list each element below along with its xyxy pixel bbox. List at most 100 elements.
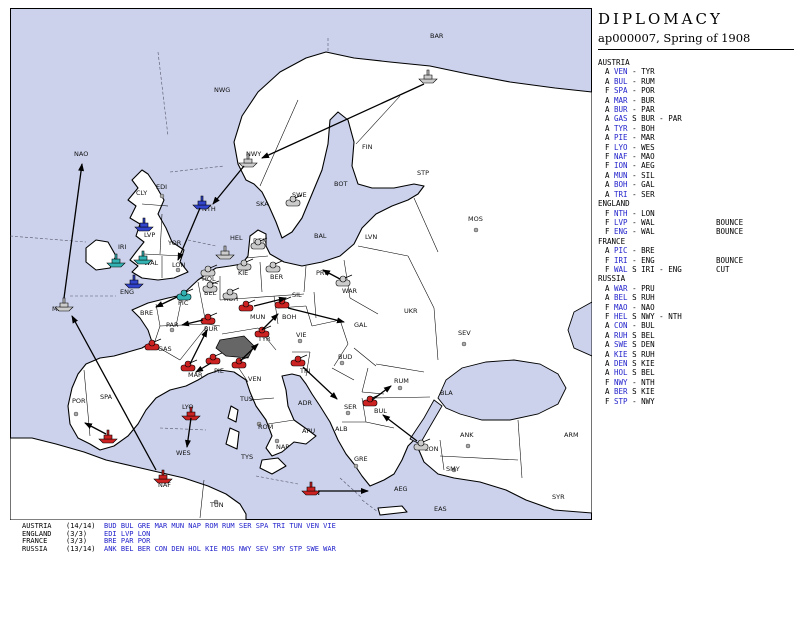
order-origin-link[interactable]: GAS: [614, 114, 628, 124]
province-label-gas: GAS: [158, 345, 172, 353]
province-border: [267, 419, 295, 425]
move-arrow: [261, 313, 279, 331]
province-border: [245, 255, 269, 259]
province-label-sil: SIL: [292, 291, 302, 299]
order-text: A PIC - BRE: [605, 246, 655, 256]
supply-center-dot: [473, 227, 479, 233]
province-label-por: POR: [72, 397, 86, 405]
order-line: A MUN - SIL: [598, 171, 798, 180]
province-border: [197, 281, 207, 325]
order-origin-link[interactable]: KIE: [614, 349, 628, 359]
province-label-tys: TYS: [240, 453, 253, 461]
order-origin-link[interactable]: STP: [614, 396, 628, 406]
order-origin-link[interactable]: PIE: [614, 133, 628, 143]
province-label-par: PAR: [166, 321, 179, 329]
order-origin-link[interactable]: ION: [614, 161, 628, 171]
order-origin-link[interactable]: CON: [614, 321, 628, 331]
order-text: A BUL - RUM: [605, 76, 655, 86]
order-origin-link[interactable]: HEL: [614, 311, 628, 321]
order-origin-link[interactable]: SWE: [614, 340, 628, 350]
order-origin-link[interactable]: WAR: [614, 283, 628, 293]
order-line: F NAF - MAO: [598, 152, 798, 161]
order-origin-link[interactable]: WAL: [614, 264, 628, 274]
province-border: [143, 253, 183, 257]
province-label-kie: KIE: [238, 269, 248, 277]
ownership-power: FRANCE: [22, 537, 48, 546]
order-line: A WAR - PRU: [598, 284, 798, 293]
order-text: A MAR - BUR: [605, 95, 655, 105]
army-austria-gas: [144, 338, 162, 351]
province-border: [205, 323, 221, 327]
order-origin-link[interactable]: IRI: [614, 255, 628, 265]
ownership-centers[interactable]: ANK BEL BER CON DEN HOL KIE MOS NWY SEV …: [104, 544, 336, 553]
ownership-centers[interactable]: BUD BUL GRE MAR MUN NAP ROM RUM SER SPA …: [104, 522, 336, 530]
province-label-edi: EDI: [156, 183, 167, 191]
province-label-adr: ADR: [298, 399, 312, 407]
order-origin-link[interactable]: NWY: [614, 377, 628, 387]
order-origin-link[interactable]: TRI: [614, 189, 628, 199]
landmass: [10, 437, 247, 520]
order-origin-link[interactable]: MUN: [614, 170, 628, 180]
order-origin-link[interactable]: LVP: [614, 217, 628, 227]
order-origin-link[interactable]: SPA: [614, 86, 628, 96]
province-label-eas: EAS: [434, 505, 447, 513]
fleet-england-eng: [124, 274, 144, 289]
order-line: A PIE - MAR: [598, 133, 798, 142]
sea-border: [159, 427, 207, 431]
order-origin-link[interactable]: DEN: [614, 359, 628, 368]
province-label-bot: BOT: [334, 180, 347, 188]
province-border: [155, 303, 161, 327]
inland-sea: [437, 359, 567, 421]
order-origin-link[interactable]: ENG: [614, 227, 628, 237]
ownership-centers[interactable]: EDI LVP LON: [104, 529, 151, 538]
order-result-note: CUT: [716, 264, 730, 274]
ownership-centers[interactable]: BRE PAR POR: [104, 537, 151, 546]
province-label-smy: SMY: [446, 465, 460, 473]
ownership-power: ENGLAND: [22, 529, 52, 538]
province-border: [353, 347, 377, 367]
order-origin-link[interactable]: PIC: [614, 246, 628, 256]
order-line: F LYO - WES: [598, 143, 798, 152]
order-line: F IRI - ENG BOUNCE: [598, 256, 798, 265]
order-text: A BER S KIE: [605, 387, 655, 397]
supply-center-dot: [175, 267, 181, 273]
landmass: [225, 427, 240, 450]
province-label-aeg: AEG: [394, 485, 408, 493]
order-line: A GAS S BUR - PAR: [598, 114, 798, 123]
order-line: F WAL S IRI - ENG CUT: [598, 265, 798, 274]
order-line: A BEL S RUH: [598, 293, 798, 302]
order-origin-link[interactable]: VEN: [614, 67, 628, 77]
province-label-bul: BUL: [374, 407, 387, 415]
order-origin-link[interactable]: HOL: [614, 368, 628, 378]
move-arrow: [155, 296, 178, 308]
move-arrow: [239, 343, 259, 362]
order-origin-link[interactable]: MAO: [614, 302, 628, 312]
order-origin-link[interactable]: BUR: [614, 105, 628, 115]
move-arrow: [302, 366, 338, 400]
province-label-vie: VIE: [296, 331, 306, 339]
province-label-stp: STP: [417, 169, 429, 177]
order-origin-link[interactable]: BUL: [614, 76, 628, 86]
order-text: A RUH S BEL: [605, 330, 655, 340]
order-origin-link[interactable]: BER: [614, 387, 628, 397]
ownership-panel: AUSTRIA (14/14) BUD BUL GRE MAR MUN NAP RO…: [22, 522, 582, 553]
move-arrow: [212, 165, 245, 205]
order-origin-link[interactable]: LYO: [614, 142, 628, 152]
order-line: F ENG - WAL BOUNCE: [598, 227, 798, 236]
order-line: F MAO - NAO: [598, 303, 798, 312]
orders-power-france: FRANCE: [598, 236, 626, 246]
order-origin-link[interactable]: MAR: [614, 95, 628, 105]
province-label-wal: WAL: [144, 259, 159, 267]
order-origin-link[interactable]: NTH: [614, 208, 628, 218]
order-origin-link[interactable]: TYR: [614, 123, 628, 133]
army-russia-con: [413, 438, 431, 451]
order-origin-link[interactable]: BEL: [614, 293, 628, 303]
order-origin-link[interactable]: BOH: [614, 180, 628, 190]
order-origin-link[interactable]: RUH: [614, 330, 628, 340]
army-russia-war: [335, 274, 353, 287]
order-origin-link[interactable]: NAF: [614, 152, 628, 162]
province-border: [365, 421, 395, 429]
order-text: A BOH - GAL: [605, 180, 655, 190]
province-border: [303, 265, 307, 293]
province-label-bud: BUD: [338, 353, 352, 361]
